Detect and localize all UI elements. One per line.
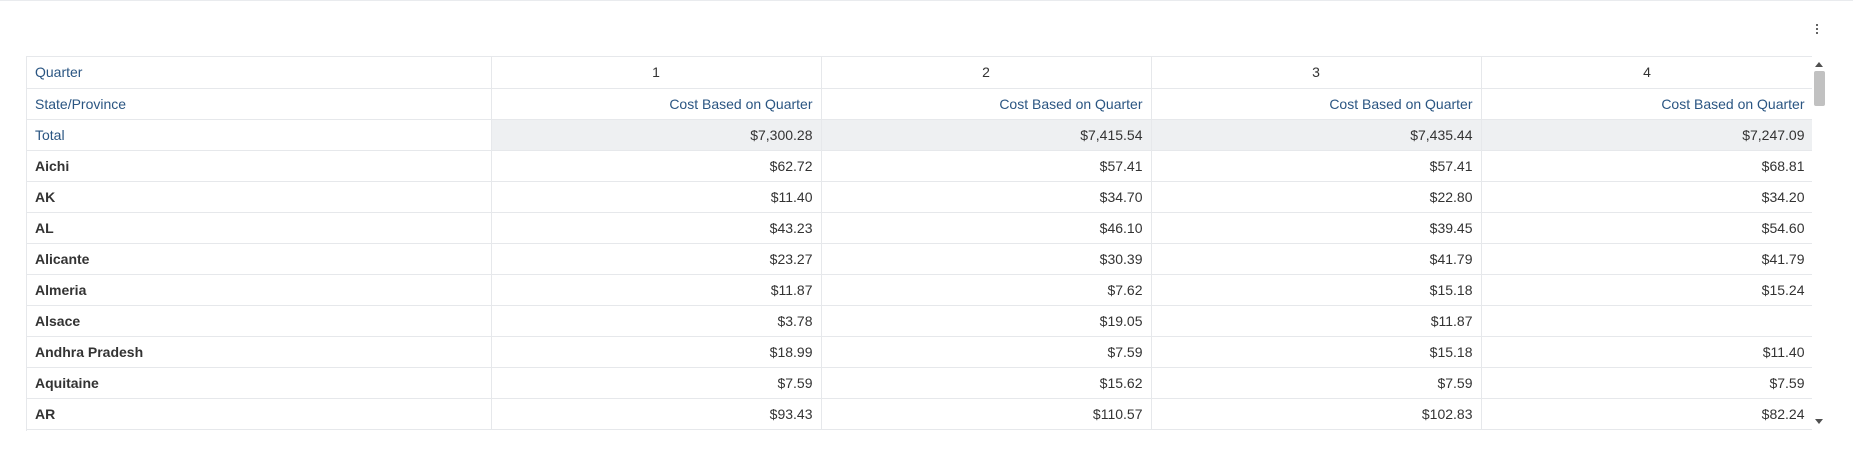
table-cell: $15.18 (1151, 336, 1482, 368)
table-cell: $34.70 (821, 181, 1152, 213)
row-label[interactable]: Almeria (27, 274, 492, 306)
total-cell: $7,415.54 (821, 119, 1152, 151)
quarter-header-1[interactable]: 1 (491, 57, 822, 89)
row-label[interactable]: AR (27, 398, 492, 430)
total-row: Total $7,300.28 $7,415.54 $7,435.44 $7,2… (27, 119, 1813, 151)
quarter-header-3[interactable]: 3 (1151, 57, 1482, 89)
more-options-icon[interactable] (1808, 18, 1826, 40)
table-cell: $15.18 (1151, 274, 1482, 306)
table-cell: $3.78 (491, 305, 822, 337)
table-row: Almeria $11.87 $7.62 $15.18 $15.24 (27, 274, 1813, 306)
row-label[interactable]: AL (27, 212, 492, 244)
row-label[interactable]: Alicante (27, 243, 492, 275)
table-row: AK $11.40 $34.70 $22.80 $34.20 (27, 181, 1813, 213)
table-cell: $39.45 (1151, 212, 1482, 244)
table-cell: $68.81 (1481, 150, 1813, 182)
table-cell: $41.79 (1481, 243, 1813, 275)
table-cell: $30.39 (821, 243, 1152, 275)
table-cell (1481, 305, 1813, 337)
table-cell: $11.87 (491, 274, 822, 306)
table-cell: $15.62 (821, 367, 1152, 399)
column-dimension-row: Quarter 1 2 3 4 (27, 57, 1813, 89)
table-cell: $18.99 (491, 336, 822, 368)
measure-header-row: State/Province Cost Based on Quarter Cos… (27, 88, 1813, 120)
vertical-scrollbar[interactable] (1812, 56, 1827, 430)
scroll-up-arrow-icon[interactable] (1815, 62, 1823, 67)
row-dimension-label[interactable]: State/Province (27, 88, 492, 120)
top-divider (0, 0, 1853, 1)
table-cell: $57.41 (1151, 150, 1482, 182)
table-cell: $7.59 (821, 336, 1152, 368)
table-cell: $93.43 (491, 398, 822, 430)
table-cell: $34.20 (1481, 181, 1813, 213)
table-cell: $22.80 (1151, 181, 1482, 213)
quarter-header-2[interactable]: 2 (821, 57, 1152, 89)
row-label[interactable]: AK (27, 181, 492, 213)
column-dimension-label[interactable]: Quarter (27, 57, 492, 89)
table-cell: $41.79 (1151, 243, 1482, 275)
measure-header[interactable]: Cost Based on Quarter (491, 88, 822, 120)
table-cell: $11.40 (491, 181, 822, 213)
table-row: Aichi $62.72 $57.41 $57.41 $68.81 (27, 150, 1813, 182)
row-label[interactable]: Andhra Pradesh (27, 336, 492, 368)
total-label: Total (27, 119, 492, 151)
table-cell: $11.87 (1151, 305, 1482, 337)
measure-header[interactable]: Cost Based on Quarter (1481, 88, 1813, 120)
scrollbar-thumb[interactable] (1814, 71, 1825, 106)
table-cell: $54.60 (1481, 212, 1813, 244)
pivot-table: Quarter 1 2 3 4 State/Province Cost Base… (26, 56, 1813, 431)
table-cell: $7.59 (1481, 367, 1813, 399)
table-row: AL $43.23 $46.10 $39.45 $54.60 (27, 212, 1813, 244)
table-cell: $7.59 (491, 367, 822, 399)
total-cell: $7,435.44 (1151, 119, 1482, 151)
table-cell: $15.24 (1481, 274, 1813, 306)
table-cell: $43.23 (491, 212, 822, 244)
measure-header[interactable]: Cost Based on Quarter (821, 88, 1152, 120)
table-cell: $23.27 (491, 243, 822, 275)
table-cell: $11.40 (1481, 336, 1813, 368)
table-cell: $46.10 (821, 212, 1152, 244)
table-row: Aquitaine $7.59 $15.62 $7.59 $7.59 (27, 367, 1813, 399)
table-cell: $19.05 (821, 305, 1152, 337)
table-row: Alsace $3.78 $19.05 $11.87 (27, 305, 1813, 337)
row-label[interactable]: Aichi (27, 150, 492, 182)
scroll-down-arrow-icon[interactable] (1815, 419, 1823, 424)
table-cell: $62.72 (491, 150, 822, 182)
table-cell: $7.59 (1151, 367, 1482, 399)
row-label[interactable]: Alsace (27, 305, 492, 337)
table-row: AR $93.43 $110.57 $102.83 $82.24 (27, 398, 1813, 430)
total-cell: $7,300.28 (491, 119, 822, 151)
table-row: Alicante $23.27 $30.39 $41.79 $41.79 (27, 243, 1813, 275)
table-cell: $57.41 (821, 150, 1152, 182)
table-cell: $82.24 (1481, 398, 1813, 430)
table-row: Andhra Pradesh $18.99 $7.59 $15.18 $11.4… (27, 336, 1813, 368)
table-cell: $7.62 (821, 274, 1152, 306)
total-cell: $7,247.09 (1481, 119, 1813, 151)
table-cell: $102.83 (1151, 398, 1482, 430)
measure-header[interactable]: Cost Based on Quarter (1151, 88, 1482, 120)
row-label[interactable]: Aquitaine (27, 367, 492, 399)
table-cell: $110.57 (821, 398, 1152, 430)
quarter-header-4[interactable]: 4 (1481, 57, 1813, 89)
